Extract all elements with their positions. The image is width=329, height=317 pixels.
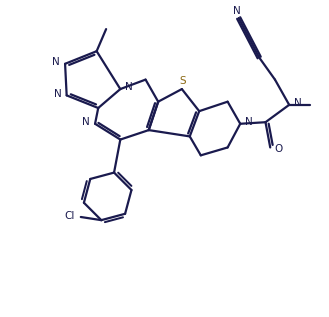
Text: N: N: [233, 6, 241, 16]
Text: O: O: [274, 144, 282, 154]
Text: N: N: [294, 98, 302, 108]
Text: N: N: [52, 57, 60, 67]
Text: N: N: [125, 82, 133, 93]
Text: N: N: [54, 89, 62, 99]
Text: Cl: Cl: [64, 211, 75, 221]
Text: N: N: [245, 117, 253, 127]
Text: S: S: [179, 76, 186, 86]
Text: N: N: [82, 117, 89, 127]
